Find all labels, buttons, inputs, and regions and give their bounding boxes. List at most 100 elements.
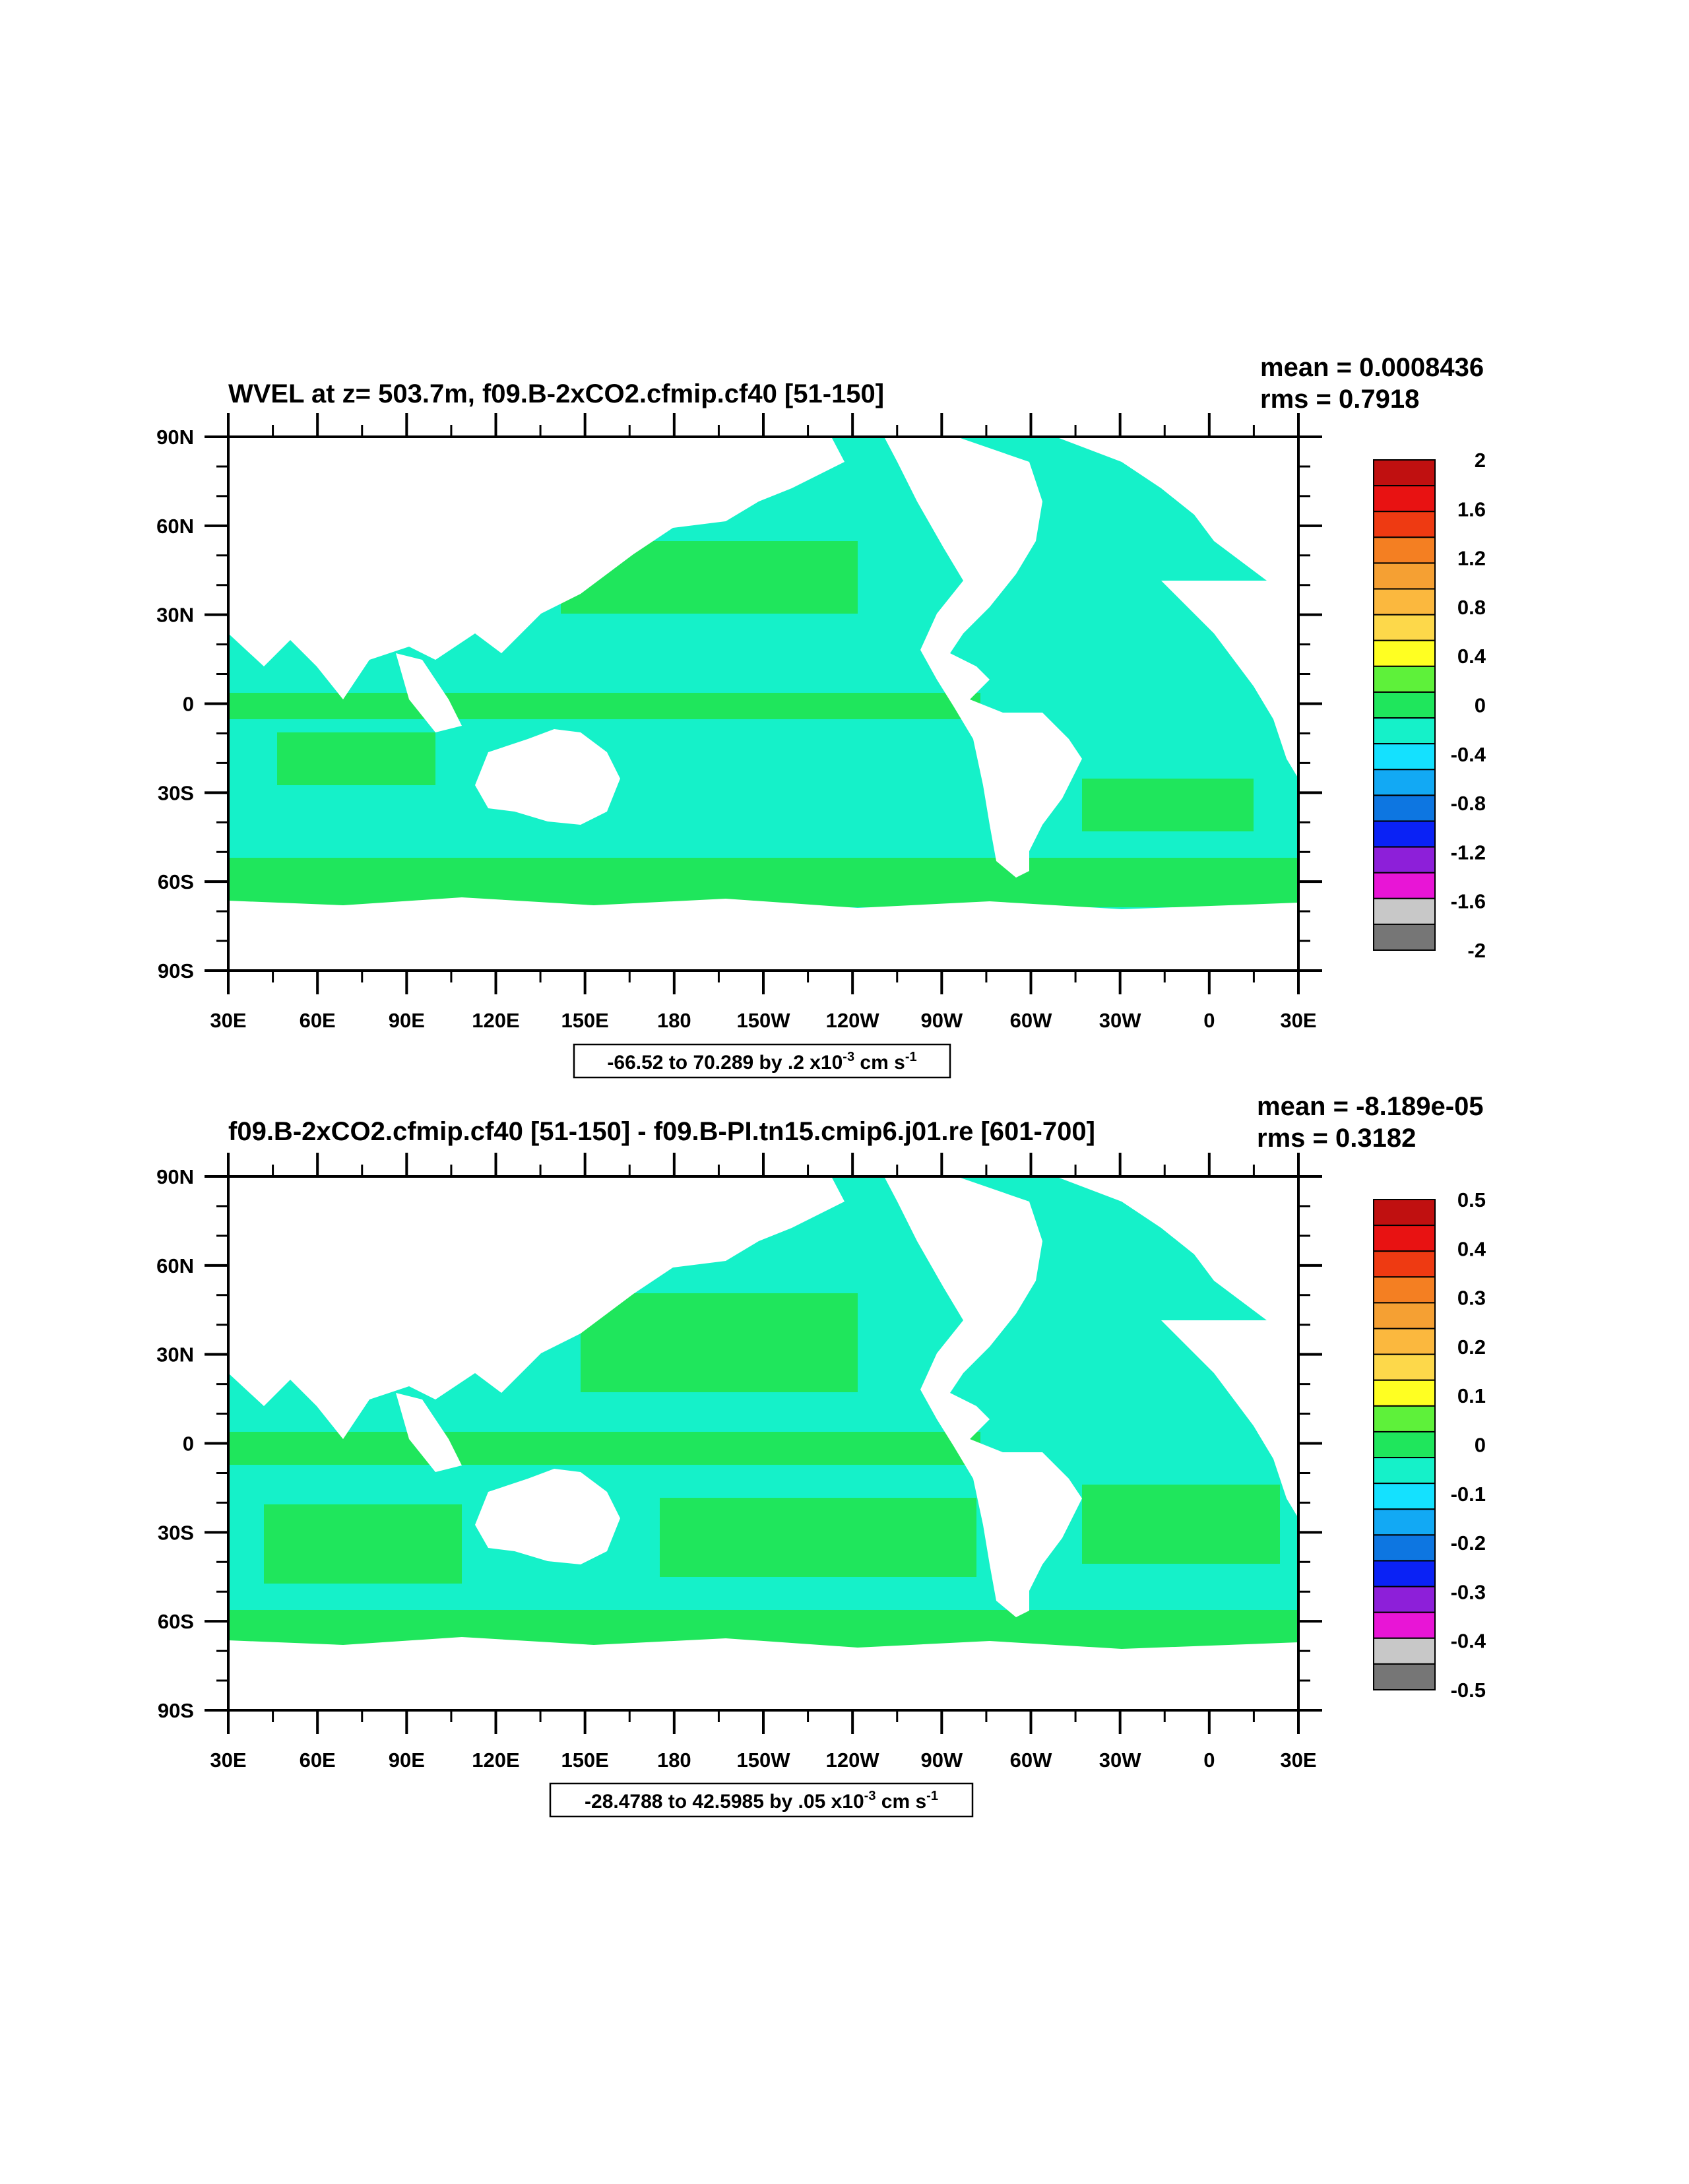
x-tick-label: 90W	[920, 1009, 963, 1032]
x-tick-label: 60E	[300, 1749, 336, 1772]
colorbar-box	[1373, 588, 1436, 616]
colorbar-box	[1373, 1250, 1436, 1278]
colorbar-box	[1373, 717, 1436, 745]
y-tick-label: 90N	[156, 426, 194, 449]
y-tick-label: 90S	[158, 959, 194, 982]
x-axis: 30E 60E 90E 120E 150E 180 150W 120W 90W 60W 30W 0 30…	[210, 1153, 1317, 1772]
band-equatorial	[228, 693, 980, 719]
band-south-indian	[264, 1504, 462, 1584]
colorbar-box	[1373, 665, 1436, 693]
colorbar-label: -2	[1467, 939, 1486, 962]
land-australia	[475, 1469, 620, 1564]
x-tick-label: 90W	[920, 1749, 963, 1772]
plot-title: f09.B-2xCO2.cfmip.cf40 [51-150] - f09.B-…	[228, 1117, 1095, 1146]
colorbar-label: -0.8	[1451, 792, 1486, 815]
colorbar: 0.5 0.4 0.3 0.2 0.1 0 -0.1 -0.2 -0.3 -0.4 -0.5	[1373, 1188, 1486, 1702]
x-tick-label: 150W	[737, 1009, 791, 1032]
colorbar-box	[1373, 1637, 1436, 1665]
colorbar-box	[1373, 1534, 1436, 1562]
band-south-pacific	[660, 1498, 976, 1577]
colorbar-label: 0	[1475, 694, 1486, 717]
info-box	[549, 1782, 974, 1818]
x-tick-label: 60W	[1010, 1009, 1052, 1032]
y-tick-label: 60N	[156, 515, 194, 538]
colorbar-box	[1373, 1353, 1436, 1381]
band-equatorial	[228, 1432, 980, 1465]
colorbar-label: 0.3	[1457, 1287, 1486, 1310]
colorbar-label: 2	[1475, 449, 1486, 472]
colorbar-box	[1373, 614, 1436, 641]
colorbar-box	[1373, 1199, 1436, 1227]
land-africa-asia	[228, 1176, 844, 1439]
land-greenland-europe	[1056, 1176, 1298, 1320]
colorbar-label: 0.8	[1457, 596, 1486, 619]
colorbar-box	[1373, 1328, 1436, 1355]
colorbar-box	[1373, 1663, 1436, 1691]
colorbar-label: -1.6	[1451, 890, 1486, 913]
colorbar-label: -1.2	[1451, 841, 1486, 864]
land-australia	[475, 729, 620, 825]
colorbar-box	[1373, 1457, 1436, 1485]
panel-wvel: WVEL at z= 503.7m, f09.B-2xCO2.cfmip.cf4…	[156, 353, 1486, 1079]
colorbar-box	[1373, 1483, 1436, 1510]
y-tick-label: 30S	[158, 781, 194, 804]
stat-mean: mean = 0.0008436	[1260, 353, 1484, 382]
map-field	[228, 437, 1298, 971]
x-tick-label: 30E	[1280, 1009, 1316, 1032]
colorbar-label: -0.2	[1451, 1531, 1486, 1555]
info-text: -28.4788 to 42.5985 by .05 x10-3 cm s-1	[585, 1789, 938, 1813]
stat-mean: mean = -8.189e-05	[1257, 1092, 1484, 1121]
colorbar-box	[1373, 459, 1436, 487]
info-box	[573, 1043, 951, 1079]
colorbar-box	[1373, 1379, 1436, 1407]
y-axis: 90N 60N 30N 0 30S 60S 90S	[156, 426, 1322, 982]
colorbar-label: -0.4	[1451, 743, 1486, 766]
x-tick-label: 150E	[561, 1009, 608, 1032]
colorbar-box	[1373, 1430, 1436, 1459]
y-tick-label: 60S	[158, 1610, 194, 1633]
y-tick-label: 30N	[156, 604, 194, 627]
x-tick-label: 0	[1203, 1749, 1215, 1772]
colorbar-label: -0.3	[1451, 1580, 1486, 1603]
x-tick-label: 150E	[561, 1749, 608, 1772]
colorbar-label: 0	[1475, 1434, 1486, 1457]
y-tick-label: 60N	[156, 1254, 194, 1277]
x-tick-label: 0	[1203, 1009, 1215, 1032]
colorbar-box	[1373, 485, 1436, 513]
colorbar-box	[1373, 1508, 1436, 1536]
band-south-indian	[277, 732, 435, 785]
colorbar-box	[1373, 846, 1436, 874]
colorbar-box	[1373, 1276, 1436, 1304]
land-india-peninsula	[396, 653, 462, 732]
x-tick-label: 30E	[1280, 1749, 1316, 1772]
colorbar-label: 0.2	[1457, 1335, 1486, 1359]
colorbar-box	[1373, 769, 1436, 796]
colorbar-box	[1373, 1405, 1436, 1432]
land-west-africa-bulge	[1161, 581, 1298, 779]
colorbar-box	[1373, 562, 1436, 590]
colorbar-box	[1373, 1611, 1436, 1639]
colorbar-label: 0.5	[1457, 1188, 1486, 1211]
colorbar-box	[1373, 794, 1436, 822]
x-tick-label: 30W	[1099, 1749, 1141, 1772]
colorbar-box	[1373, 536, 1436, 564]
y-tick-label: 30N	[156, 1343, 194, 1366]
x-tick-label: 150W	[737, 1749, 791, 1772]
colorbar-box	[1373, 511, 1436, 538]
x-tick-label: 30W	[1099, 1009, 1141, 1032]
land-west-africa-bulge	[1161, 1320, 1298, 1518]
x-tick-label: 90E	[389, 1749, 425, 1772]
y-tick-label: 0	[183, 693, 194, 716]
colorbar-box	[1373, 1560, 1436, 1588]
x-axis: 30E 60E 90E 120E 150E 180 150W 120W 90W 60W 30W 0 30…	[210, 413, 1317, 1032]
colorbar-box	[1373, 820, 1436, 848]
colorbar-box	[1373, 872, 1436, 899]
colorbar-label: 0.4	[1457, 645, 1486, 668]
colorbar-label: 0.1	[1457, 1384, 1486, 1407]
x-tick-label: 30E	[210, 1009, 246, 1032]
colorbar-box	[1373, 639, 1436, 667]
x-tick-label: 60E	[300, 1009, 336, 1032]
y-axis: 90N 60N 30N 0 30S 60S 90S	[156, 1165, 1322, 1722]
land-greenland-europe	[1056, 437, 1298, 581]
